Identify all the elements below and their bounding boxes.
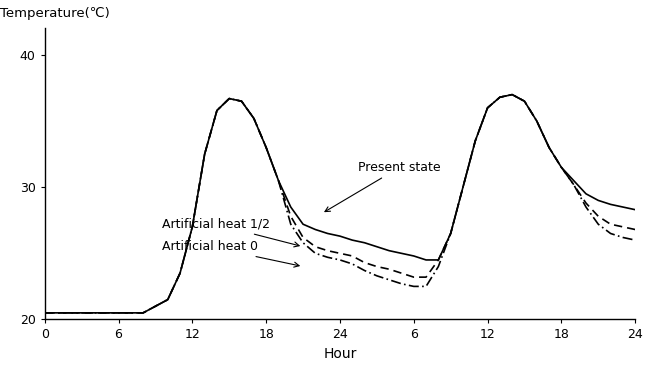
Text: Present state: Present state (325, 161, 441, 212)
Text: Temperature(℃): Temperature(℃) (1, 7, 111, 20)
Text: Artificial heat 0: Artificial heat 0 (162, 240, 299, 267)
Text: Artificial heat 1/2: Artificial heat 1/2 (162, 218, 299, 247)
X-axis label: Hour: Hour (323, 347, 357, 361)
